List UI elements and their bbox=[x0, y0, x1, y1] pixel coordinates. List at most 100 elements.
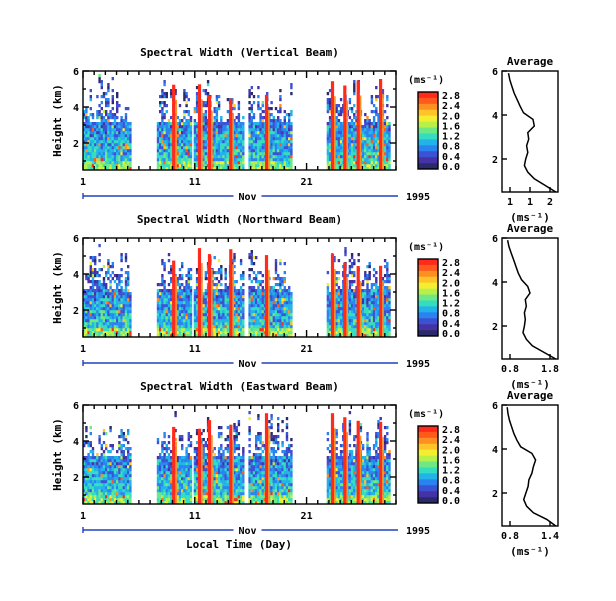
heatmap-cell bbox=[242, 307, 245, 311]
heatmap-cell bbox=[366, 155, 369, 159]
heatmap-cell bbox=[353, 86, 356, 90]
heatmap-cell bbox=[364, 149, 367, 153]
heatmap-cell bbox=[181, 277, 184, 281]
heatmap-cell bbox=[189, 149, 193, 153]
heatmap-cell bbox=[105, 295, 108, 299]
heatmap-cell bbox=[96, 158, 99, 162]
heatmap-cell bbox=[98, 456, 101, 460]
heatmap-cell bbox=[217, 107, 221, 111]
heatmap-cell bbox=[372, 310, 376, 314]
heatmap-cell bbox=[383, 304, 387, 308]
heatmap-cell bbox=[181, 274, 184, 278]
heatmap-cell bbox=[386, 289, 389, 293]
heatmap-cell bbox=[270, 301, 273, 305]
heatmap-cell bbox=[372, 307, 376, 311]
heatmap-cell bbox=[202, 328, 205, 332]
heatmap-cell bbox=[170, 167, 173, 171]
heatmap-cell bbox=[124, 271, 128, 275]
heatmap-cell bbox=[226, 164, 230, 168]
heatmap-cell bbox=[261, 334, 264, 338]
heatmap-cell bbox=[326, 125, 330, 129]
heatmap-cell bbox=[83, 289, 86, 293]
heatmap-cell bbox=[113, 295, 117, 299]
heatmap-cell bbox=[370, 289, 374, 293]
heatmap-cell bbox=[386, 137, 389, 141]
heatmap-cell bbox=[250, 143, 253, 147]
heatmap-cell bbox=[120, 253, 123, 257]
heatmap-cell bbox=[185, 125, 188, 129]
heatmap-cell bbox=[257, 304, 260, 308]
heatmap-cell bbox=[364, 328, 367, 332]
heatmap-cell bbox=[386, 316, 389, 320]
heatmap-cell bbox=[91, 286, 95, 290]
heatmap-cell bbox=[127, 271, 130, 275]
heatmap-cell bbox=[239, 128, 243, 132]
heatmap-cell bbox=[224, 310, 227, 314]
heatmap-cell bbox=[364, 146, 367, 150]
heatmap-cell bbox=[165, 152, 168, 156]
heatmap-cell bbox=[386, 268, 389, 272]
heatmap-cell bbox=[377, 95, 380, 99]
heatmap-cell bbox=[339, 164, 343, 168]
heatmap-cell bbox=[96, 474, 99, 478]
heatmap-cell bbox=[109, 319, 112, 323]
heatmap-cell bbox=[364, 158, 367, 162]
heatmap-cell bbox=[290, 131, 293, 135]
heatmap-cell bbox=[364, 140, 367, 144]
heatmap-cell bbox=[83, 471, 86, 475]
heatmap-cell bbox=[89, 465, 92, 469]
heatmap-cell bbox=[335, 271, 338, 275]
heatmap-cell bbox=[109, 471, 112, 475]
heatmap-cell bbox=[163, 149, 166, 153]
heatmap-cell bbox=[226, 131, 230, 135]
heatmap-cell bbox=[204, 149, 208, 153]
heatmap-cell bbox=[87, 128, 90, 132]
heatmap-cell bbox=[87, 158, 90, 162]
heatmap-cell bbox=[161, 92, 164, 96]
heatmap-cell bbox=[107, 301, 110, 305]
heatmap-cell bbox=[202, 319, 205, 323]
heatmap-cell bbox=[239, 292, 243, 296]
heatmap-cell bbox=[224, 271, 227, 275]
colorbar: (ms⁻¹)2.82.42.01.61.20.80.40.0 bbox=[408, 242, 460, 340]
heatmap-cell bbox=[116, 459, 119, 463]
heatmap-cell bbox=[348, 140, 352, 144]
heatmap-cell bbox=[215, 122, 219, 126]
heatmap-cell bbox=[193, 125, 197, 129]
heatmap-cell bbox=[120, 319, 123, 323]
heatmap-cell bbox=[252, 164, 256, 168]
heatmap-cell bbox=[96, 161, 99, 165]
heatmap-cell bbox=[226, 161, 230, 165]
colorbar-swatch bbox=[418, 330, 438, 337]
high-width-streak bbox=[201, 99, 203, 170]
heatmap-cell bbox=[183, 152, 186, 156]
heatmap-cell bbox=[85, 158, 88, 162]
heatmap-cell bbox=[375, 161, 378, 165]
heatmap-cell bbox=[279, 107, 282, 111]
heatmap-cell bbox=[250, 304, 253, 308]
heatmap-cell bbox=[127, 277, 130, 281]
heatmap-cell bbox=[255, 328, 258, 332]
heatmap-cell bbox=[118, 298, 121, 302]
heatmap-cell bbox=[339, 140, 343, 144]
heatmap-cell bbox=[98, 301, 101, 305]
heatmap-cell bbox=[98, 492, 101, 496]
heatmap-cell bbox=[274, 259, 278, 263]
heatmap-cell bbox=[91, 292, 95, 296]
heatmap-cell bbox=[107, 459, 110, 463]
heatmap-cell bbox=[163, 280, 166, 284]
heatmap-cell bbox=[326, 295, 330, 299]
heatmap-cell bbox=[348, 280, 352, 284]
heatmap-cell bbox=[161, 125, 164, 129]
heatmap-cell bbox=[178, 104, 182, 108]
heatmap-cell bbox=[364, 274, 367, 278]
heatmap-cell bbox=[235, 167, 238, 171]
heatmap-cell bbox=[98, 334, 101, 338]
heatmap-cell bbox=[118, 104, 121, 108]
heatmap-cell bbox=[89, 113, 92, 117]
heatmap-cell bbox=[250, 86, 253, 90]
heatmap-cell bbox=[259, 116, 262, 120]
heatmap-cell bbox=[83, 444, 86, 448]
heatmap-cell bbox=[388, 307, 391, 311]
heatmap-cell bbox=[204, 292, 208, 296]
